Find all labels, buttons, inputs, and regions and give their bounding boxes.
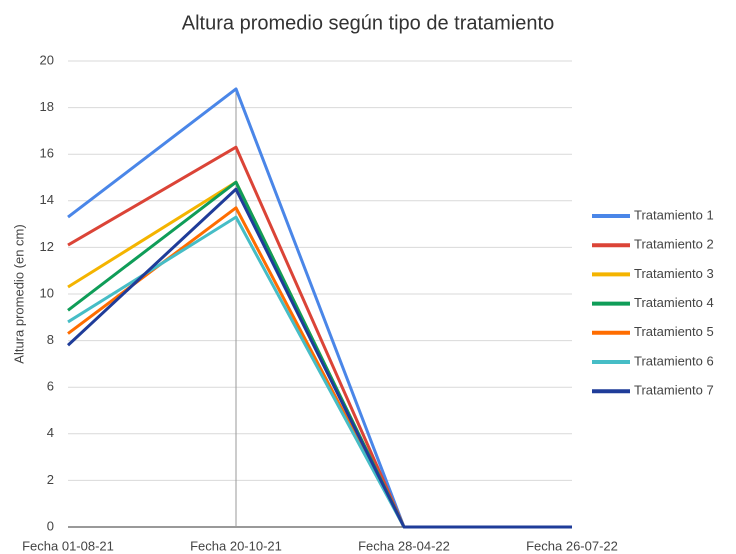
legend-label: Tratamiento 1	[634, 207, 714, 222]
series-line	[67, 180, 572, 529]
y-tick-label: 6	[47, 379, 54, 394]
y-tick-label: 12	[40, 239, 54, 254]
y-tick-label: 4	[47, 425, 54, 440]
chart-title: Altura promedio según tipo de tratamient…	[182, 12, 554, 34]
x-tick-label: Fecha 20-10-21	[190, 538, 282, 553]
y-axis-label: Altura promedio (en cm)	[11, 224, 26, 363]
legend-label: Tratamiento 7	[634, 383, 714, 398]
y-tick-label: 16	[40, 146, 54, 161]
y-tick-label: 10	[40, 285, 54, 300]
legend-label: Tratamiento 4	[634, 295, 714, 310]
legend-label: Tratamiento 5	[634, 324, 714, 339]
x-tick-label: Fecha 28-04-22	[358, 538, 450, 553]
series-line	[67, 206, 572, 529]
legend-label: Tratamiento 3	[634, 266, 714, 281]
x-tick-label: Fecha 26-07-22	[526, 538, 618, 553]
y-tick-label: 20	[40, 52, 54, 67]
x-tick-label: Fecha 01-08-21	[22, 538, 114, 553]
y-tick-label: 0	[47, 518, 54, 533]
legend-label: Tratamiento 2	[634, 237, 714, 252]
y-tick-label: 8	[47, 332, 54, 347]
legend-label: Tratamiento 6	[634, 353, 714, 368]
y-tick-label: 14	[40, 192, 54, 207]
series-line	[66, 187, 572, 529]
series-line	[67, 145, 572, 529]
y-tick-label: 2	[47, 472, 54, 487]
y-tick-label: 18	[40, 99, 54, 114]
